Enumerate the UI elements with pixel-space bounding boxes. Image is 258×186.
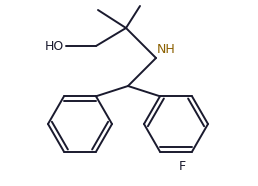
Text: HO: HO xyxy=(45,39,64,52)
Text: NH: NH xyxy=(157,43,176,56)
Text: F: F xyxy=(179,160,186,173)
